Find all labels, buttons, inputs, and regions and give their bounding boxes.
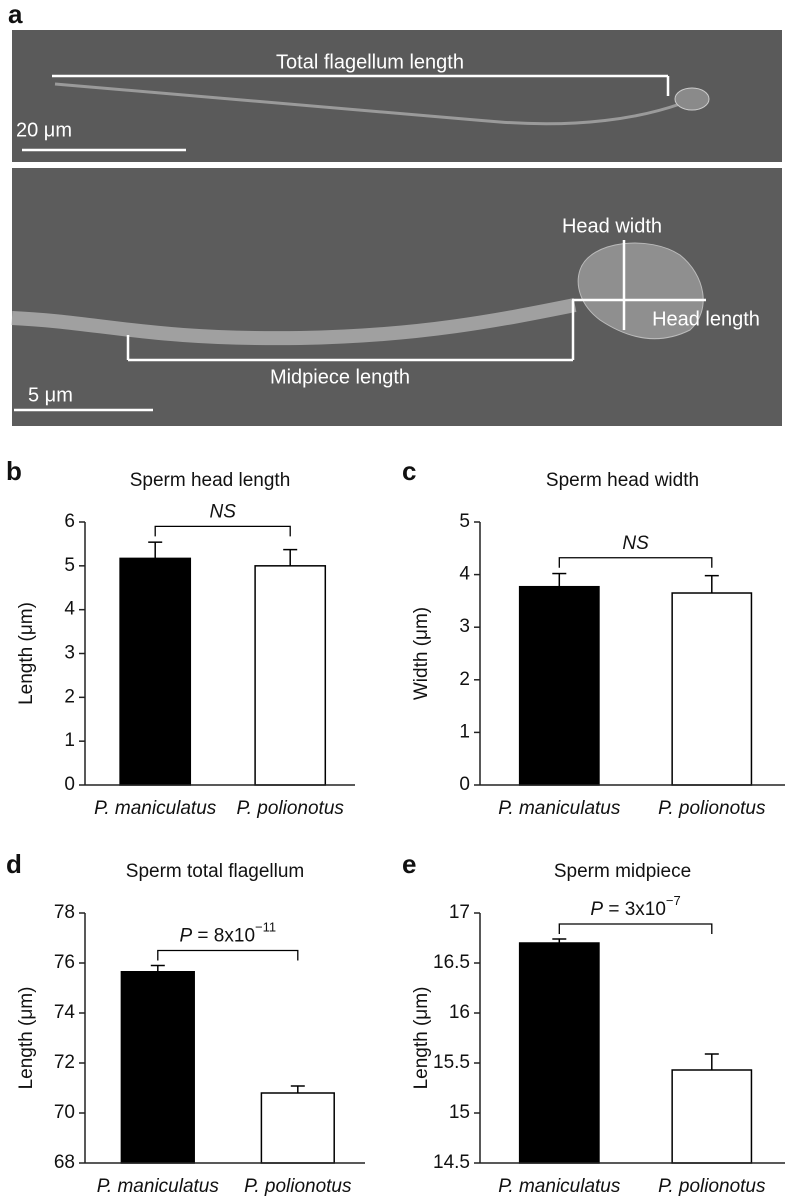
- micrograph-top: [12, 30, 782, 162]
- bar: [260, 1092, 335, 1164]
- significance-bracket: [558, 923, 713, 934]
- bar: [518, 585, 600, 786]
- significance-bracket: [157, 949, 299, 961]
- y-tick-label: 16.5: [433, 952, 470, 973]
- significance-bracket: [154, 525, 291, 537]
- y-tick-label: 2: [459, 669, 470, 690]
- error-bar: [552, 572, 567, 587]
- y-tick-label: 0: [459, 774, 470, 795]
- micrograph: Total flagellum length 20 μm Head width …: [11, 30, 782, 426]
- y-tick-label: 74: [54, 1002, 76, 1023]
- label: Head width: [562, 215, 662, 237]
- significance-part: NS: [209, 501, 236, 522]
- y-tick-label: 78: [54, 902, 75, 923]
- error-bar: [704, 574, 719, 594]
- y-tick-label: 70: [54, 1102, 75, 1123]
- x-tick-label: P. polionotus: [236, 798, 344, 819]
- x-tick-label: P. maniculatus: [97, 1176, 220, 1197]
- x-tick-label: P. polionotus: [658, 798, 766, 819]
- error-bar: [150, 964, 165, 972]
- y-tick-label: 5: [459, 511, 470, 532]
- y-tick-label: 76: [54, 952, 75, 973]
- chart-title: Sperm midpiece: [554, 861, 691, 882]
- y-tick-label: 68: [54, 1152, 75, 1173]
- chart-title: Sperm head length: [130, 470, 291, 491]
- error-bar: [290, 1085, 305, 1093]
- sperm-head: [577, 242, 704, 340]
- label: Head length: [652, 308, 760, 330]
- scale-label: 5 μm: [28, 384, 73, 406]
- bar: [671, 592, 753, 786]
- significance-part: P: [590, 899, 603, 920]
- y-tick-label: 4: [64, 599, 75, 620]
- y-axis-label: Width (μm): [411, 607, 432, 700]
- midpiece: [11, 298, 577, 346]
- bar: [518, 942, 600, 1164]
- y-tick-label: 2: [64, 686, 75, 707]
- panel-letter: d: [6, 849, 22, 879]
- sperm-tail: [54, 82, 681, 126]
- y-tick-label: 17: [449, 902, 470, 923]
- error-bar: [283, 548, 298, 566]
- bar: [254, 565, 327, 786]
- panel-letter: b: [6, 456, 22, 486]
- panel-letter: a: [8, 0, 23, 29]
- significance-part: = 3x10: [603, 899, 666, 920]
- x-tick-label: P. polionotus: [658, 1176, 766, 1197]
- bar: [119, 557, 192, 786]
- chart-title: Sperm total flagellum: [126, 861, 304, 882]
- significance-part: P: [179, 926, 192, 947]
- error-bar: [704, 1053, 719, 1070]
- y-tick-label: 4: [459, 564, 470, 585]
- y-tick-label: 1: [459, 721, 470, 742]
- significance-part: = 8x10: [192, 926, 255, 947]
- y-tick-label: 1: [64, 730, 75, 751]
- error-bar: [552, 938, 567, 943]
- x-tick-label: P. maniculatus: [498, 1176, 621, 1197]
- y-tick-label: 3: [64, 643, 75, 664]
- x-tick-label: P. polionotus: [244, 1176, 352, 1197]
- y-tick-label: 16: [449, 1002, 470, 1023]
- panel-letter: e: [402, 849, 416, 879]
- label: Midpiece length: [270, 366, 410, 388]
- y-axis-label: Length (μm): [16, 602, 37, 705]
- significance-label: NS: [622, 533, 649, 554]
- label: Total flagellum length: [276, 51, 464, 73]
- y-axis-label: Length (μm): [16, 987, 37, 1090]
- y-tick-label: 15: [449, 1102, 470, 1123]
- y-tick-label: 15.5: [433, 1052, 470, 1073]
- significance-part: −11: [255, 920, 276, 935]
- x-tick-label: P. maniculatus: [498, 798, 621, 819]
- y-axis-label: Length (μm): [411, 987, 432, 1090]
- significance-part: NS: [622, 533, 649, 554]
- panel-letter: c: [402, 456, 416, 486]
- y-tick-label: 3: [459, 616, 470, 637]
- y-tick-label: 14.5: [433, 1152, 470, 1173]
- scale-label: 20 μm: [16, 119, 72, 141]
- significance-part: −7: [666, 893, 681, 908]
- error-bar: [148, 541, 163, 559]
- chart-title: Sperm head width: [546, 470, 699, 491]
- bar: [671, 1069, 753, 1164]
- y-tick-label: 72: [54, 1052, 75, 1073]
- significance-bracket: [558, 557, 713, 568]
- x-tick-label: P. maniculatus: [94, 798, 217, 819]
- significance-label: NS: [209, 501, 236, 522]
- y-tick-label: 5: [64, 555, 75, 576]
- sperm-head: [674, 87, 710, 111]
- bar: [120, 971, 195, 1164]
- significance-label: P = 8x10−11: [179, 920, 276, 947]
- y-tick-label: 0: [64, 774, 75, 795]
- significance-label: P = 3x10−7: [590, 893, 680, 920]
- y-tick-label: 6: [64, 511, 75, 532]
